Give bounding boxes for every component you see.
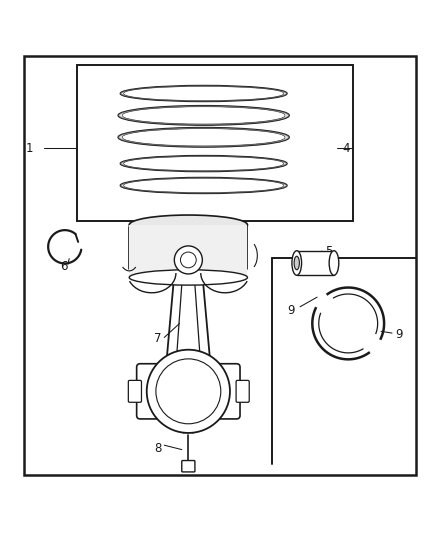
- Ellipse shape: [124, 179, 283, 192]
- Text: 8: 8: [154, 442, 161, 455]
- Text: 9: 9: [395, 328, 403, 341]
- Bar: [77, 65, 353, 221]
- Bar: [24, 56, 416, 474]
- Ellipse shape: [123, 129, 285, 146]
- Circle shape: [174, 246, 202, 274]
- FancyBboxPatch shape: [128, 381, 141, 402]
- Ellipse shape: [124, 157, 283, 171]
- Ellipse shape: [294, 256, 300, 270]
- Circle shape: [156, 359, 221, 424]
- Ellipse shape: [120, 86, 287, 101]
- Ellipse shape: [124, 157, 283, 171]
- Bar: [297, 251, 334, 275]
- Text: 9: 9: [287, 304, 295, 317]
- Text: 7: 7: [154, 332, 162, 345]
- Ellipse shape: [129, 270, 247, 285]
- Ellipse shape: [120, 177, 287, 193]
- Circle shape: [180, 252, 196, 268]
- FancyBboxPatch shape: [182, 461, 195, 472]
- Text: 6: 6: [60, 260, 67, 273]
- FancyBboxPatch shape: [236, 381, 249, 402]
- Ellipse shape: [123, 107, 285, 124]
- Ellipse shape: [123, 129, 285, 146]
- FancyBboxPatch shape: [137, 364, 240, 419]
- Ellipse shape: [123, 107, 285, 124]
- Ellipse shape: [124, 87, 283, 100]
- Ellipse shape: [118, 128, 289, 147]
- Ellipse shape: [120, 177, 287, 193]
- Ellipse shape: [129, 215, 247, 235]
- Circle shape: [147, 350, 230, 433]
- Text: 4: 4: [342, 142, 350, 155]
- Bar: [129, 225, 247, 278]
- Text: 1: 1: [26, 142, 34, 155]
- Ellipse shape: [120, 156, 287, 172]
- Ellipse shape: [120, 156, 287, 172]
- Text: 5: 5: [325, 245, 332, 257]
- Ellipse shape: [292, 251, 301, 275]
- Ellipse shape: [118, 106, 289, 125]
- Ellipse shape: [329, 251, 339, 275]
- Ellipse shape: [120, 86, 287, 101]
- Ellipse shape: [118, 106, 289, 125]
- Ellipse shape: [118, 128, 289, 147]
- Ellipse shape: [124, 87, 283, 100]
- Ellipse shape: [124, 179, 283, 192]
